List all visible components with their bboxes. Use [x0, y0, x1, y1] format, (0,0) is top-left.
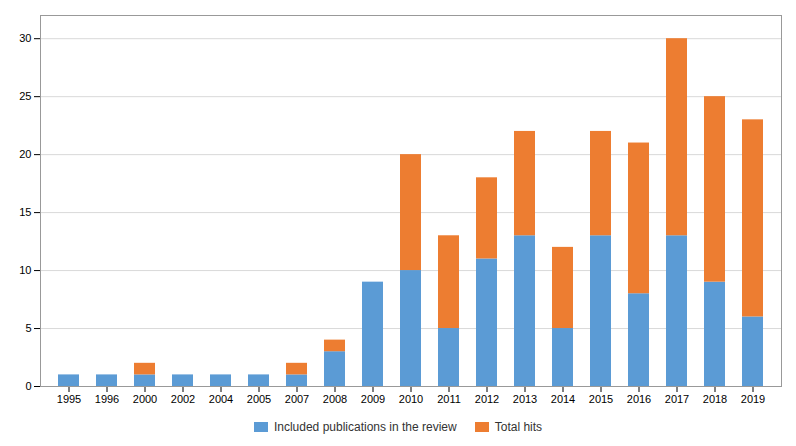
- svg-text:2016: 2016: [627, 393, 651, 405]
- svg-text:2010: 2010: [399, 393, 423, 405]
- svg-text:2013: 2013: [513, 393, 537, 405]
- svg-text:2007: 2007: [285, 393, 309, 405]
- html-text:Total hits: Total hits: [494, 420, 543, 434]
- svg-text:2014: 2014: [551, 393, 575, 405]
- svg-text:25: 25: [19, 90, 31, 102]
- svg-text:1996: 1996: [95, 393, 119, 405]
- svg-text:2018: 2018: [703, 393, 727, 405]
- svg-text:2000: 2000: [133, 393, 157, 405]
- svg-text:2015: 2015: [589, 393, 613, 405]
- svg-text:2012: 2012: [475, 393, 499, 405]
- svg-text:2019: 2019: [741, 393, 765, 405]
- svg-text:5: 5: [25, 322, 31, 334]
- svg-text:2004: 2004: [209, 393, 233, 405]
- svg-text:2008: 2008: [323, 393, 347, 405]
- svg-text:1995: 1995: [57, 393, 81, 405]
- svg-text:2005: 2005: [247, 393, 271, 405]
- svg-text:15: 15: [19, 206, 31, 218]
- svg-text:0: 0: [25, 380, 31, 392]
- svg-text:2017: 2017: [665, 393, 689, 405]
- svg-text:2009: 2009: [361, 393, 385, 405]
- svg-text:30: 30: [19, 32, 31, 44]
- svg-text:2011: 2011: [437, 393, 461, 405]
- svg-text:20: 20: [19, 148, 31, 160]
- svg-text:10: 10: [19, 264, 31, 276]
- svg-text:2002: 2002: [171, 393, 195, 405]
- html-text:Included publications in the r: Included publications in the review: [273, 420, 457, 434]
